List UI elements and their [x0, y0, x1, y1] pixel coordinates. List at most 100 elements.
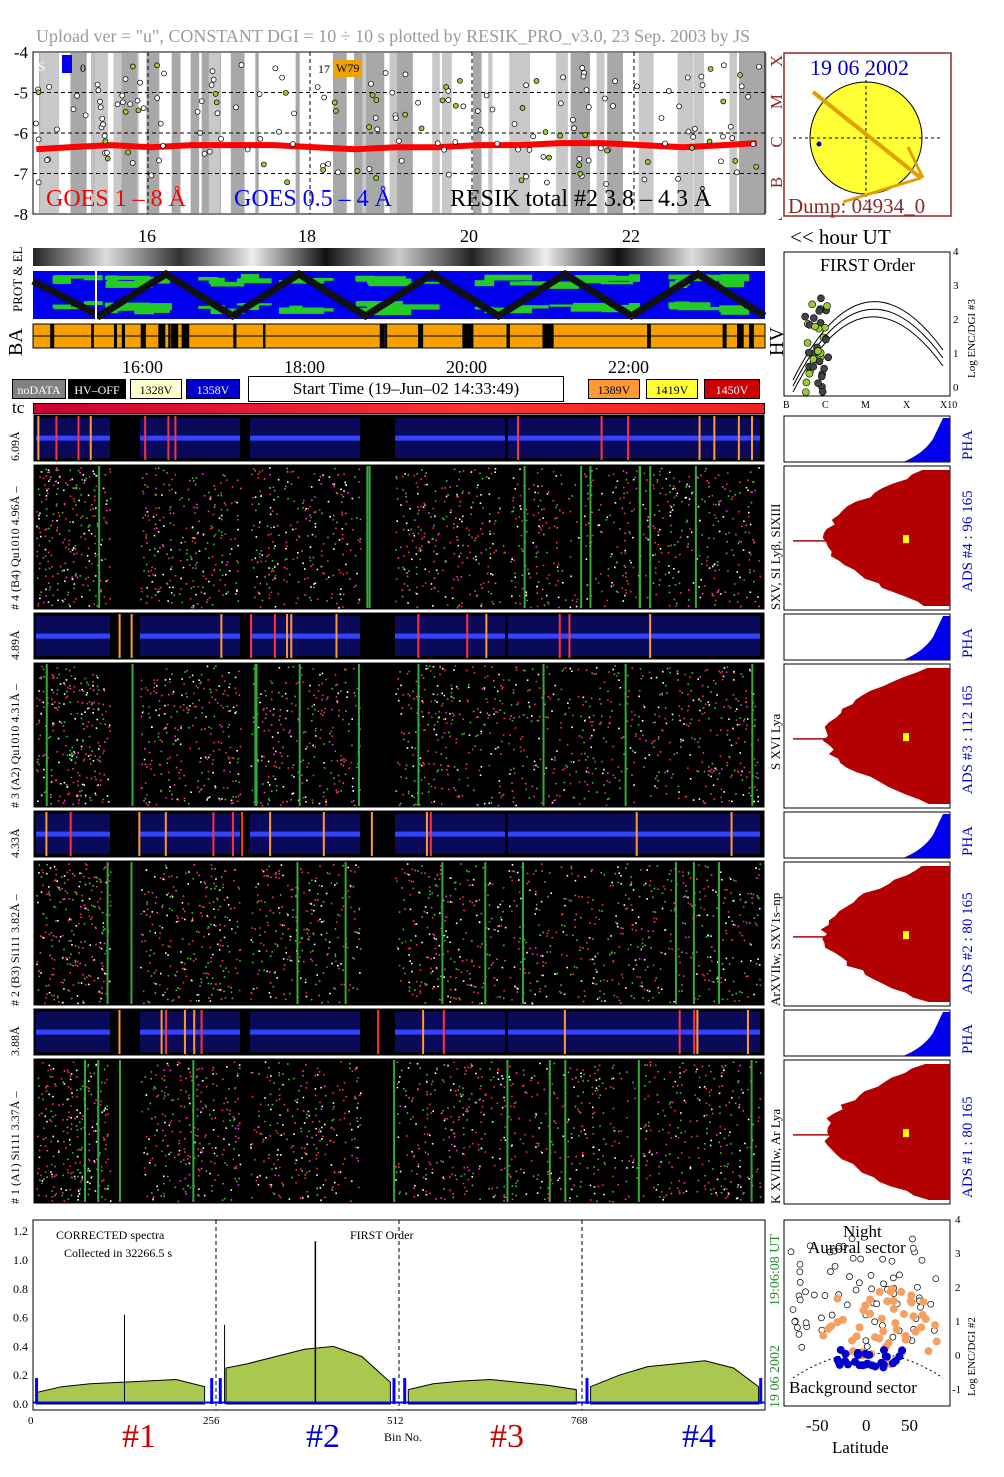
spectrum-pixel	[455, 741, 458, 744]
spectrum-pixel	[181, 938, 184, 940]
spectrum-pixel	[408, 879, 411, 882]
spectrum-pixel	[43, 937, 46, 939]
spectrum-pixel	[233, 868, 236, 871]
resik-point	[366, 166, 373, 172]
spectrum-pixel	[38, 719, 41, 722]
spectrum-pixel	[481, 522, 484, 525]
spectrum-pixel	[467, 700, 469, 703]
spectrum-pixel	[257, 726, 260, 729]
spectrum-pixel	[340, 598, 342, 600]
spectrum-pixel	[171, 894, 173, 897]
spectrum-pixel	[190, 606, 193, 609]
spectrum-pixel	[421, 545, 423, 548]
spectrum-pixel	[99, 756, 101, 758]
spectrum-pixel	[680, 740, 682, 743]
spectrum-pixel	[697, 477, 699, 479]
spectrum-pixel	[160, 789, 162, 792]
spectrum-pixel	[165, 582, 168, 584]
goes-bg-band	[677, 53, 688, 213]
spectrum-pixel	[621, 507, 624, 510]
spectrum-pixel	[560, 726, 562, 729]
spectrum-pixel	[251, 927, 254, 929]
spectrum-pixel	[619, 497, 622, 500]
spectrum-pixel	[102, 929, 105, 932]
spectrum-pixel	[488, 954, 491, 956]
spectrum-pixel	[57, 737, 60, 740]
spectrum-pixel	[711, 762, 714, 765]
spectrum-pixel	[236, 514, 239, 517]
spectrum-pixel	[212, 987, 215, 990]
spectrum-pixel	[427, 783, 430, 785]
first-order-title: FIRST Order	[820, 255, 916, 275]
orbit-green-band	[355, 275, 375, 281]
spectrum-pixel	[141, 786, 144, 789]
spectrum-pixel	[615, 675, 618, 677]
spectrum-pixel	[268, 567, 270, 569]
spectrum-pixel	[687, 683, 689, 686]
spectrum-pixel	[654, 567, 657, 569]
spectrum-pixel	[487, 884, 490, 886]
spectrum-pixel	[250, 998, 252, 1000]
spectrum-pixel	[472, 557, 475, 560]
spectrum-pixel	[257, 503, 260, 505]
spectrum-pixel	[97, 604, 99, 607]
spectrum-pixel	[561, 769, 564, 771]
spectrum-pixel	[102, 969, 104, 971]
spectrum-pixel	[511, 879, 513, 882]
goes-ytick: -7	[14, 165, 29, 184]
spectrum-pixel	[200, 978, 202, 980]
spectrum-pixel	[590, 697, 593, 700]
spectrum-pixel	[434, 490, 437, 493]
spectrum-pixel	[38, 721, 40, 724]
spectrum-pixel	[250, 992, 253, 994]
spectrum-pixel	[182, 566, 185, 569]
spectrum-pixel	[324, 707, 327, 710]
spectrum-pixel	[438, 716, 440, 718]
spectrum-pixel	[284, 717, 287, 720]
spectrum-pixel	[477, 484, 479, 486]
spectrum-pixel	[466, 970, 469, 972]
spectrum-pixel	[47, 601, 50, 603]
spectrum-pixel	[625, 908, 627, 910]
pha-spike	[241, 812, 244, 856]
spectrum-pixel	[677, 679, 679, 681]
spectrum-pixel	[69, 917, 71, 920]
spectrum-pixel	[280, 755, 283, 757]
spectrum-pixel	[95, 927, 97, 930]
spectrum-pixel	[655, 593, 657, 596]
spectrum-pixel	[455, 997, 457, 1000]
spectrum-pixel	[586, 584, 588, 587]
spectrum-pixel	[39, 562, 41, 565]
spectrum-pixel	[436, 721, 439, 723]
spectrum-pixel	[143, 910, 145, 913]
spectrum-pixel	[335, 602, 338, 605]
spectrum-pixel	[44, 528, 47, 531]
spectrum-pixel	[471, 960, 473, 963]
spectrum-pixel	[449, 541, 452, 544]
spectrum-pixel	[178, 549, 181, 551]
spectrum-pixel	[169, 756, 171, 759]
spectrum-pixel	[192, 680, 195, 683]
spectrum-pixel	[759, 575, 762, 578]
spectrum-pixel	[55, 873, 58, 876]
resik-point	[560, 74, 566, 81]
goes-class-label: M	[767, 94, 786, 109]
resik-point	[582, 132, 589, 138]
spectrum-pixel	[746, 724, 748, 727]
spectrum-pixel	[607, 690, 609, 693]
spectrum-pixel	[528, 797, 531, 799]
spectrum-pixel	[237, 544, 240, 547]
spectrum-pixel	[667, 545, 670, 547]
spectrum-pixel	[449, 895, 452, 897]
spectrum-pixel	[757, 739, 759, 741]
spectrum-pixel	[477, 945, 479, 948]
resik-point	[610, 103, 616, 109]
spectrum-pixel	[628, 964, 630, 966]
pha-band	[395, 633, 505, 639]
spectrum-pixel	[88, 983, 90, 986]
spectrum-pixel	[200, 788, 203, 790]
spectrum-pixel	[503, 717, 506, 720]
spectrum-pixel	[193, 692, 195, 695]
spectrum-pixel	[73, 752, 76, 755]
spectrum-pixel	[481, 477, 484, 480]
